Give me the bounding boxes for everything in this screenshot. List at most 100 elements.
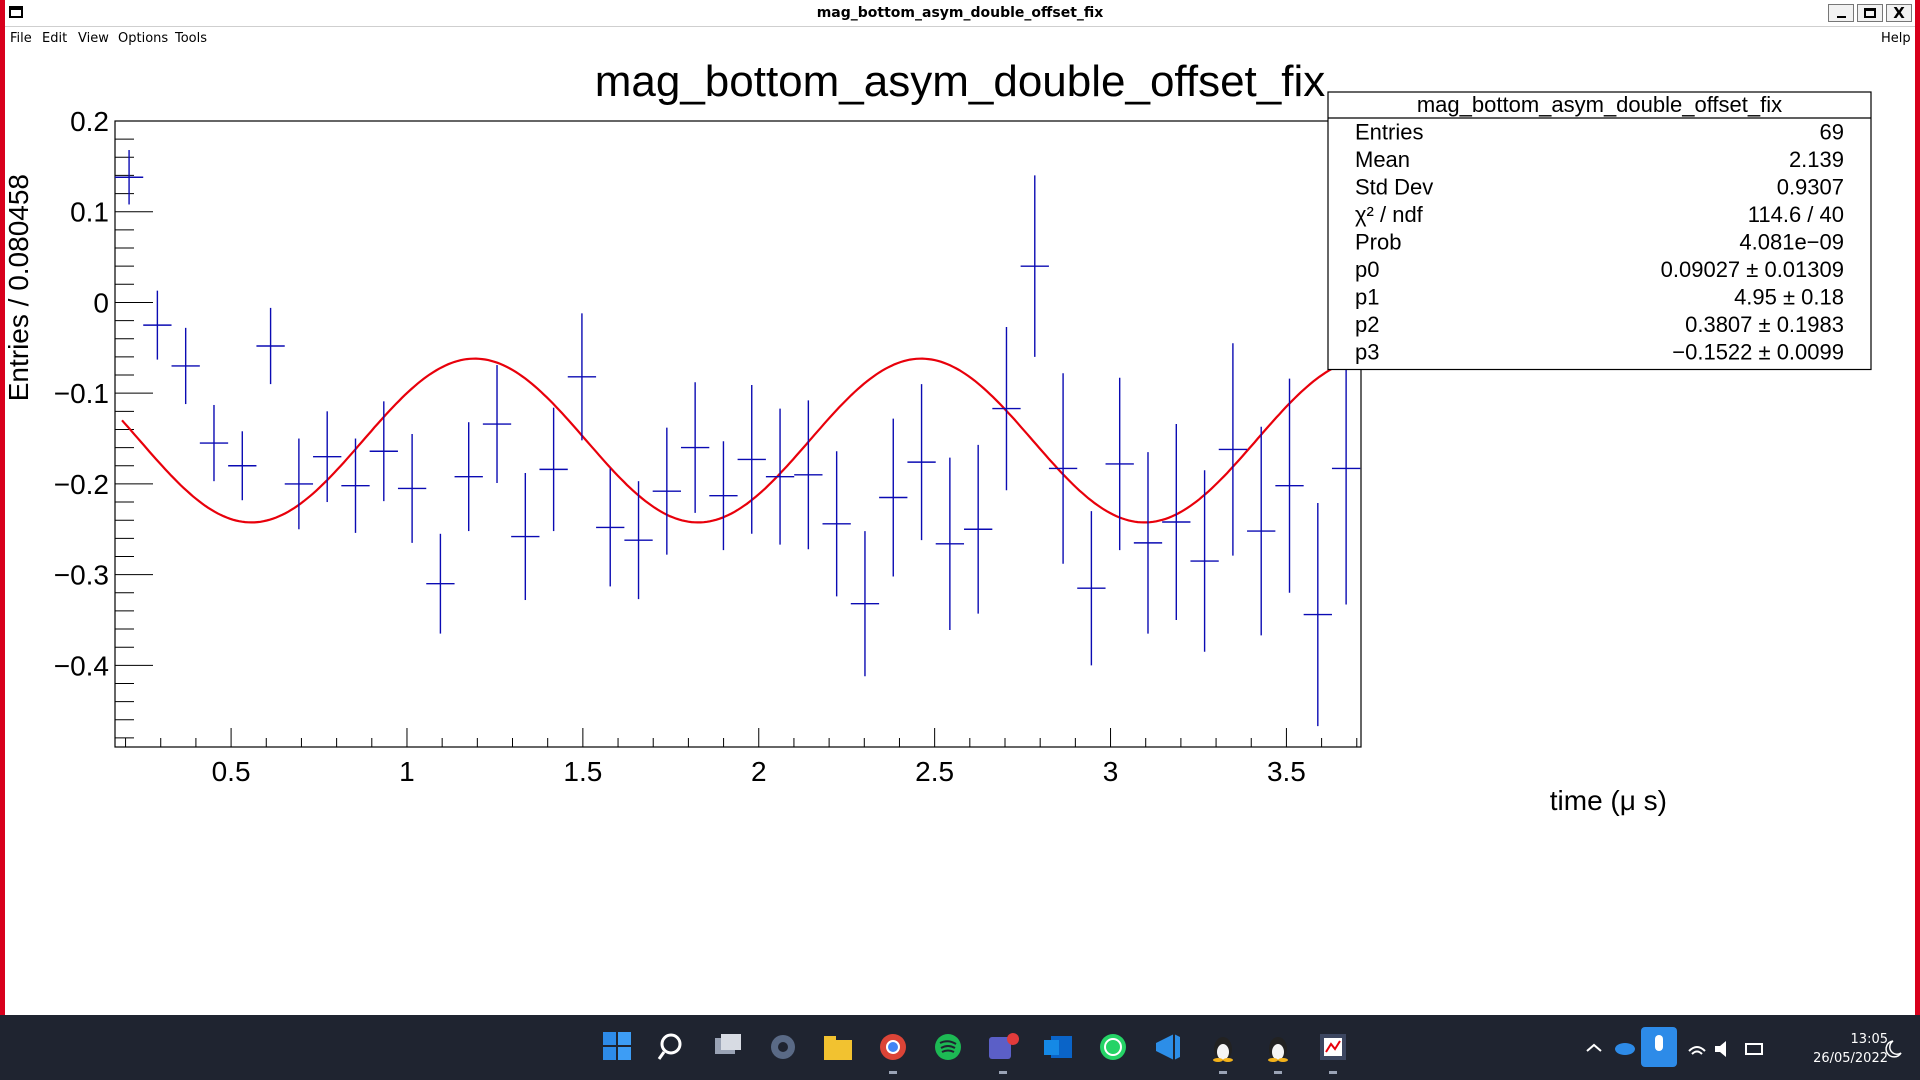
data-point <box>1020 175 1049 357</box>
teams-icon[interactable] <box>989 1033 1019 1059</box>
task-view-icon[interactable] <box>715 1034 741 1054</box>
running-indicator <box>1329 1071 1337 1074</box>
stats-value: 114.6 / 40 <box>1748 202 1844 227</box>
linux-terminal-icon[interactable] <box>1268 1037 1288 1062</box>
stats-label: p1 <box>1355 285 1379 310</box>
data-point <box>284 438 314 530</box>
chevron-up-icon[interactable] <box>1586 1043 1602 1052</box>
maximize-icon <box>1864 8 1876 18</box>
data-point <box>1303 502 1332 727</box>
data-point <box>935 457 965 630</box>
taskbar: 13:05 26/05/2022 <box>0 1015 1920 1080</box>
data-point <box>369 401 398 502</box>
data-point <box>1105 377 1134 551</box>
y-tick-label: 0.2 <box>70 106 109 137</box>
data-point <box>1162 424 1191 620</box>
data-point <box>1048 373 1078 564</box>
menu-view[interactable]: View <box>78 31 109 46</box>
settings-icon[interactable] <box>771 1035 795 1059</box>
stats-value: 69 <box>1820 120 1844 145</box>
outlook-icon[interactable] <box>1044 1036 1072 1058</box>
x-tick-label: 3.5 <box>1267 756 1306 787</box>
y-tick-label: −0.3 <box>54 560 109 591</box>
running-indicator <box>999 1071 1007 1074</box>
clock-date[interactable]: 26/05/2022 <box>1813 1051 1888 1066</box>
search-icon[interactable] <box>657 1033 682 1060</box>
chart[interactable]: mag_bottom_asym_double_offset_fix 0.2 0.1… <box>5 51 1915 1015</box>
data-point <box>680 382 710 513</box>
data-point <box>454 422 483 532</box>
data-point <box>426 533 455 634</box>
menu-edit[interactable]: Edit <box>42 31 68 46</box>
data-point <box>511 473 540 601</box>
stats-value: 0.3807 ± 0.1983 <box>1685 312 1844 337</box>
window-app-icon[interactable] <box>9 6 23 18</box>
whatsapp-icon[interactable] <box>1100 1034 1126 1060</box>
linux-terminal-icon[interactable] <box>1213 1037 1233 1062</box>
stats-label: Entries <box>1355 120 1423 145</box>
wifi-icon[interactable] <box>1688 1046 1706 1055</box>
onedrive-icon[interactable] <box>1615 1043 1635 1055</box>
spotify-icon[interactable] <box>935 1034 961 1060</box>
focus-moon-icon[interactable] <box>1885 1040 1902 1058</box>
data-point <box>228 431 257 501</box>
stats-label: Prob <box>1355 230 1401 255</box>
maximize-button[interactable] <box>1857 4 1883 22</box>
y-tick-label: −0.2 <box>54 469 109 500</box>
volume-icon[interactable] <box>1715 1041 1726 1057</box>
app-window: mag_bottom_asym_double_offset_fix X File… <box>5 0 1915 1015</box>
root-app-icon[interactable] <box>1320 1034 1346 1060</box>
menu-options[interactable]: Options <box>118 31 169 46</box>
y-tick-label: −0.1 <box>54 378 109 409</box>
x-tick-label: 0.5 <box>212 756 251 787</box>
stats-label: Mean <box>1355 147 1410 172</box>
data-point <box>397 434 427 543</box>
title-bar: mag_bottom_asym_double_offset_fix X <box>5 0 1915 27</box>
stats-value: −0.1522 ± 0.0099 <box>1672 340 1844 365</box>
chart-title: mag_bottom_asym_double_offset_fix <box>595 57 1326 106</box>
data-point <box>1190 470 1219 652</box>
data-point <box>822 451 851 597</box>
system-tray <box>1586 1027 1902 1067</box>
data-point <box>341 438 370 533</box>
menu-file[interactable]: File <box>10 31 32 46</box>
minimize-button[interactable] <box>1828 4 1854 22</box>
running-indicator <box>1219 1071 1227 1074</box>
windows-start-icon[interactable] <box>603 1032 631 1060</box>
data-point <box>114 150 144 205</box>
y-tick-label: −0.4 <box>54 650 109 681</box>
menu-help[interactable]: Help <box>1881 31 1911 46</box>
stats-label: p0 <box>1355 257 1379 282</box>
y-tick-label: 0.1 <box>70 197 109 228</box>
stats-value: 2.139 <box>1789 147 1844 172</box>
file-explorer-icon[interactable] <box>824 1036 852 1060</box>
menu-tools[interactable]: Tools <box>175 31 208 46</box>
data-point <box>1218 343 1248 556</box>
data-point <box>171 327 200 405</box>
canvas-area[interactable]: mag_bottom_asym_double_offset_fix 0.2 0.1… <box>5 51 1915 1015</box>
data-point <box>143 290 172 360</box>
running-indicator <box>1274 1071 1282 1074</box>
data-point <box>794 400 823 550</box>
y-axis-label: Entries / 0.080458 <box>5 174 34 401</box>
battery-icon[interactable] <box>1745 1043 1763 1055</box>
fit-curve <box>121 357 1354 524</box>
stats-label: p2 <box>1355 312 1379 337</box>
stats-box <box>1327 91 1872 371</box>
x-tick-label: 3 <box>1103 756 1119 787</box>
data-point <box>1133 452 1163 634</box>
running-indicator <box>889 1071 897 1074</box>
x-tick-label: 2.5 <box>915 756 954 787</box>
stats-label: χ² / ndf <box>1355 202 1424 227</box>
close-icon: X <box>1893 4 1905 22</box>
chrome-icon[interactable] <box>880 1034 906 1060</box>
vscode-icon[interactable] <box>1156 1034 1180 1060</box>
data-point <box>199 404 229 482</box>
data-point <box>482 365 512 483</box>
clock-time[interactable]: 13:05 <box>1850 1032 1888 1047</box>
microphone-icon <box>1655 1035 1663 1051</box>
close-button[interactable]: X <box>1886 4 1912 22</box>
data-point <box>1247 426 1276 636</box>
data-point <box>879 418 908 577</box>
stats-value: 0.9307 <box>1777 175 1844 200</box>
